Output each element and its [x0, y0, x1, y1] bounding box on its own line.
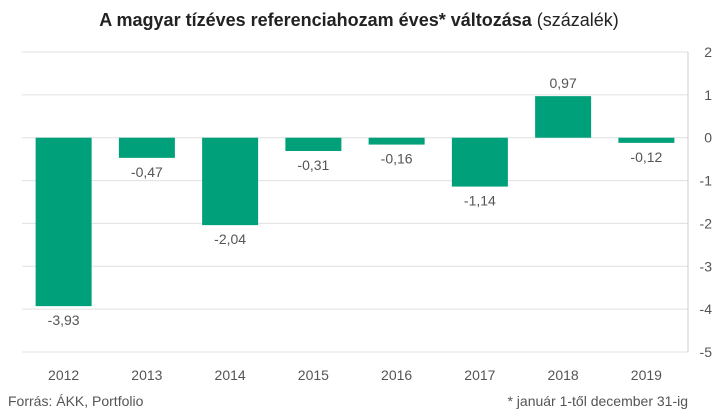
data-label: -0,47 — [131, 164, 163, 180]
data-label: 0,97 — [550, 75, 577, 91]
y-tick-label: 0 — [704, 130, 712, 146]
bar — [535, 96, 592, 138]
x-tick-label: 2012 — [48, 367, 79, 383]
y-tick-label: 1 — [704, 87, 712, 103]
chart-title-unit: (százalék) — [531, 10, 619, 30]
data-label: -0,12 — [630, 149, 662, 165]
bar — [285, 137, 342, 151]
bar — [368, 137, 425, 145]
chart-title-main: A magyar tízéves referenciahozam éves* v… — [99, 10, 532, 30]
bar — [35, 137, 92, 307]
bar — [118, 137, 175, 158]
data-label: -0,31 — [297, 157, 329, 173]
x-tick-label: 2019 — [631, 367, 662, 383]
data-label: -2,04 — [214, 231, 246, 247]
data-label: -3,93 — [48, 312, 80, 328]
data-label: -0,16 — [381, 151, 413, 167]
x-tick-label: 2017 — [464, 367, 495, 383]
data-label: -1,14 — [464, 193, 496, 209]
chart-title: A magyar tízéves referenciahozam éves* v… — [0, 10, 718, 31]
x-tick-label: 2013 — [131, 367, 162, 383]
x-tick-label: 2014 — [215, 367, 246, 383]
y-tick-label: 2 — [704, 44, 712, 60]
source-note: Forrás: ÁKK, Portfolio — [8, 393, 144, 409]
x-tick-label: 2016 — [381, 367, 412, 383]
y-tick-label: -1 — [700, 173, 713, 189]
x-tick-label: 2015 — [298, 367, 329, 383]
bar — [202, 137, 259, 226]
y-tick-label: -5 — [700, 344, 713, 360]
y-tick-label: -2 — [700, 215, 713, 231]
y-tick-label: -3 — [700, 258, 713, 274]
footnote: * január 1-től december 31-ig — [507, 393, 688, 409]
y-tick-label: -4 — [700, 301, 713, 317]
bar — [618, 137, 675, 143]
x-tick-label: 2018 — [548, 367, 579, 383]
bar — [451, 137, 508, 187]
